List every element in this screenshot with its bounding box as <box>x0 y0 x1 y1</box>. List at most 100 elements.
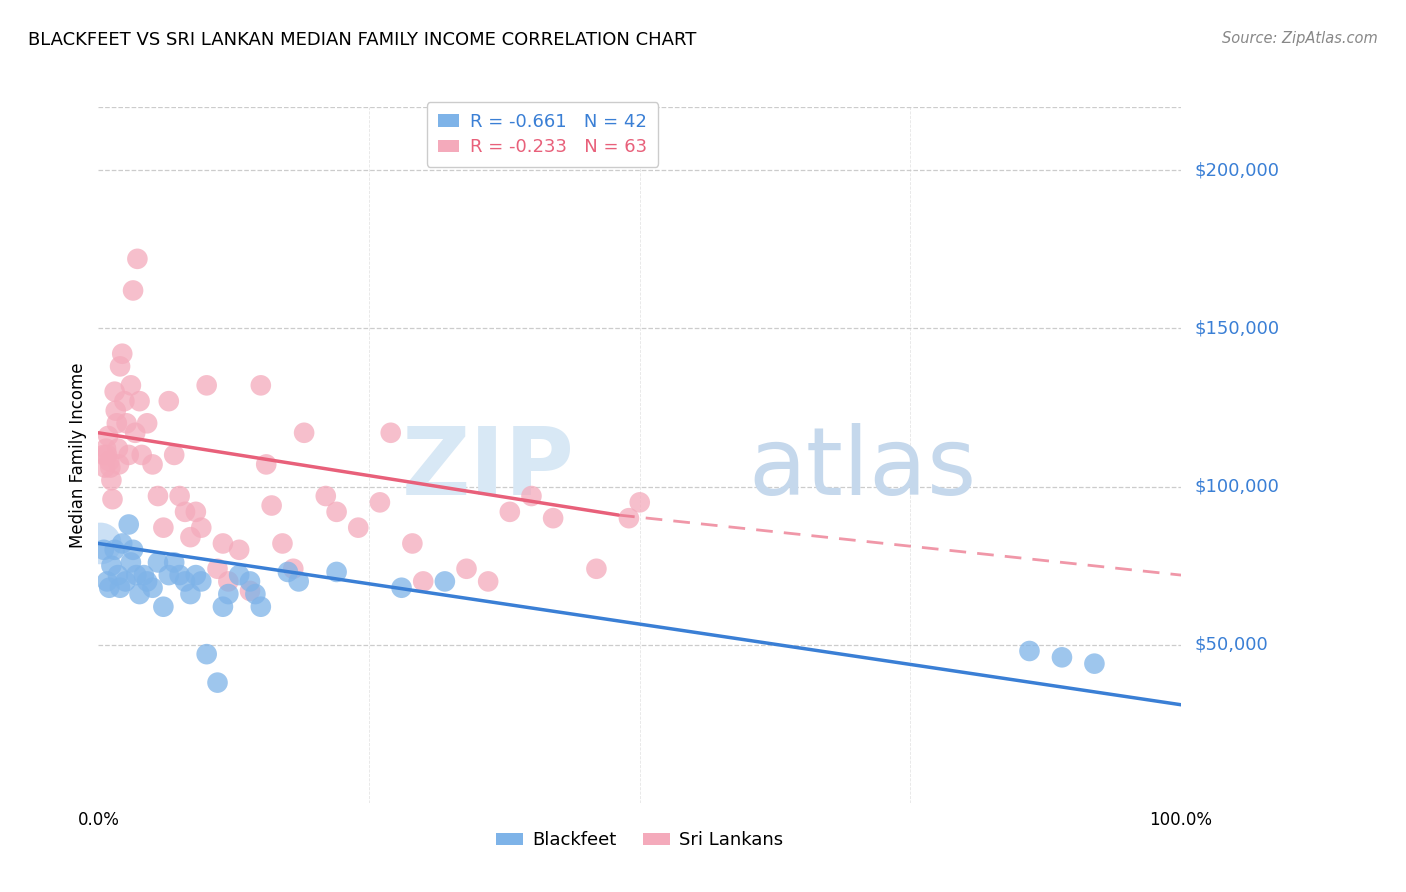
Point <box>108 581 131 595</box>
Point <box>127 252 149 266</box>
Point <box>104 542 127 557</box>
Point <box>107 568 129 582</box>
Point <box>401 536 423 550</box>
Point <box>90 536 112 550</box>
Point <box>174 505 197 519</box>
Point <box>104 403 127 417</box>
Y-axis label: Median Family Income: Median Family Income <box>69 362 87 548</box>
Point <box>152 599 174 614</box>
Point <box>260 499 283 513</box>
Point <box>412 574 434 589</box>
Point <box>97 429 120 443</box>
Point <box>141 458 165 472</box>
Point <box>141 581 165 595</box>
Point <box>179 587 201 601</box>
Point <box>1050 650 1073 665</box>
Point <box>122 284 145 298</box>
Text: Source: ZipAtlas.com: Source: ZipAtlas.com <box>1222 31 1378 46</box>
Point <box>125 568 148 582</box>
Point <box>195 647 218 661</box>
Point <box>380 425 402 440</box>
Point <box>98 454 121 468</box>
Point <box>169 489 191 503</box>
Point <box>325 565 347 579</box>
Point <box>131 448 153 462</box>
Point <box>163 556 186 570</box>
Point <box>111 347 134 361</box>
Point <box>93 448 115 462</box>
Point <box>104 384 127 399</box>
Point <box>391 581 413 595</box>
Point <box>228 542 250 557</box>
Point <box>271 536 294 550</box>
Point <box>146 489 169 503</box>
Point <box>184 568 207 582</box>
Point <box>169 568 191 582</box>
Point <box>184 505 207 519</box>
Point <box>585 562 607 576</box>
Point <box>228 568 250 582</box>
Point <box>499 505 522 519</box>
Point <box>93 542 115 557</box>
Point <box>250 599 273 614</box>
Point <box>96 574 118 589</box>
Point <box>136 574 159 589</box>
Text: $150,000: $150,000 <box>1195 319 1279 337</box>
Legend: Blackfeet, Sri Lankans: Blackfeet, Sri Lankans <box>489 824 790 856</box>
Point <box>146 556 169 570</box>
Point <box>207 562 229 576</box>
Point <box>217 587 239 601</box>
Point <box>132 568 155 582</box>
Point <box>100 558 122 573</box>
Point <box>152 521 174 535</box>
Point <box>98 460 121 475</box>
Point <box>254 458 277 472</box>
Text: atlas: atlas <box>748 423 976 515</box>
Point <box>1083 657 1105 671</box>
Point <box>212 599 235 614</box>
Point <box>163 448 186 462</box>
Point <box>120 556 142 570</box>
Point <box>212 536 235 550</box>
Text: $200,000: $200,000 <box>1195 161 1279 179</box>
Point <box>541 511 564 525</box>
Point <box>128 587 150 601</box>
Point <box>368 495 391 509</box>
Point <box>157 394 180 409</box>
Point <box>477 574 499 589</box>
Point <box>98 581 121 595</box>
Point <box>245 587 267 601</box>
Point <box>118 517 141 532</box>
Point <box>217 574 239 589</box>
Point <box>174 574 197 589</box>
Text: BLACKFEET VS SRI LANKAN MEDIAN FAMILY INCOME CORRELATION CHART: BLACKFEET VS SRI LANKAN MEDIAN FAMILY IN… <box>28 31 696 49</box>
Point <box>292 425 315 440</box>
Point <box>207 675 229 690</box>
Point <box>315 489 337 503</box>
Text: ZIP: ZIP <box>402 423 575 515</box>
Point <box>628 495 651 509</box>
Text: $50,000: $50,000 <box>1195 636 1268 654</box>
Point <box>325 505 347 519</box>
Point <box>108 458 131 472</box>
Point <box>124 425 146 440</box>
Point <box>1018 644 1040 658</box>
Point <box>101 492 124 507</box>
Point <box>239 583 262 598</box>
Point <box>114 574 136 589</box>
Point <box>120 378 142 392</box>
Point <box>94 460 117 475</box>
Point <box>128 394 150 409</box>
Point <box>108 359 131 374</box>
Point <box>111 536 134 550</box>
Point <box>433 574 456 589</box>
Point <box>347 521 370 535</box>
Point <box>520 489 543 503</box>
Point <box>118 448 141 462</box>
Point <box>122 542 145 557</box>
Point <box>190 574 212 589</box>
Point <box>100 473 122 487</box>
Point <box>112 394 135 409</box>
Point <box>277 565 299 579</box>
Point <box>287 574 309 589</box>
